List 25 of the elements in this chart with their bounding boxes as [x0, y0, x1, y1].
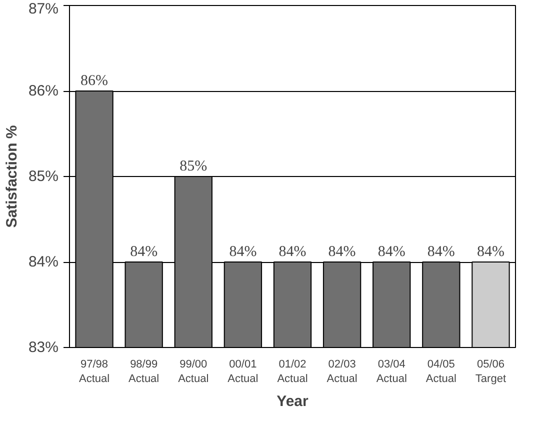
x-tick-label: 04/05 Actual	[426, 358, 456, 385]
data-label: 84%	[328, 244, 356, 260]
y-tick-label: 83%	[28, 339, 59, 356]
x-tick-label: 00/01 Actual	[228, 358, 258, 385]
data-label: 84%	[476, 244, 504, 260]
x-tick-label: 98/99 Actual	[128, 358, 160, 385]
y-axis-title: Satisfaction %	[3, 125, 20, 228]
data-label: 84%	[427, 244, 455, 260]
x-tick-label: 01/02 Actual	[277, 358, 308, 385]
x-tick-label: 03/04 Actual	[376, 358, 407, 385]
data-label: 84%	[130, 244, 158, 260]
x-tick-label: 97/98 Actual	[78, 358, 110, 385]
data-label: 84%	[229, 244, 257, 260]
y-tick-label: 85%	[28, 168, 59, 185]
x-tick-label: 05/06 Target	[475, 358, 506, 385]
y-tick-label: 86%	[28, 82, 59, 100]
data-label: 86%	[80, 73, 108, 89]
data-label: 85%	[180, 158, 208, 174]
x-tick-label: 99/00 Actual	[178, 358, 209, 385]
x-axis-title: Year	[276, 392, 309, 410]
y-tick-label: 87%	[28, 0, 59, 18]
data-label: 84%	[278, 244, 306, 260]
y-tick-label: 84%	[28, 254, 59, 270]
data-label: 84%	[378, 244, 406, 260]
x-tick-label: 02/03 Actual	[326, 358, 358, 385]
